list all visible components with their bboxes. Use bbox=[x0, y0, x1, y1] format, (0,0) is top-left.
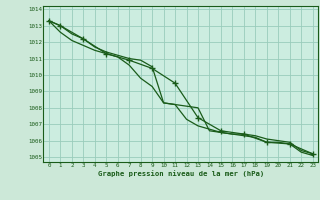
X-axis label: Graphe pression niveau de la mer (hPa): Graphe pression niveau de la mer (hPa) bbox=[98, 170, 264, 177]
